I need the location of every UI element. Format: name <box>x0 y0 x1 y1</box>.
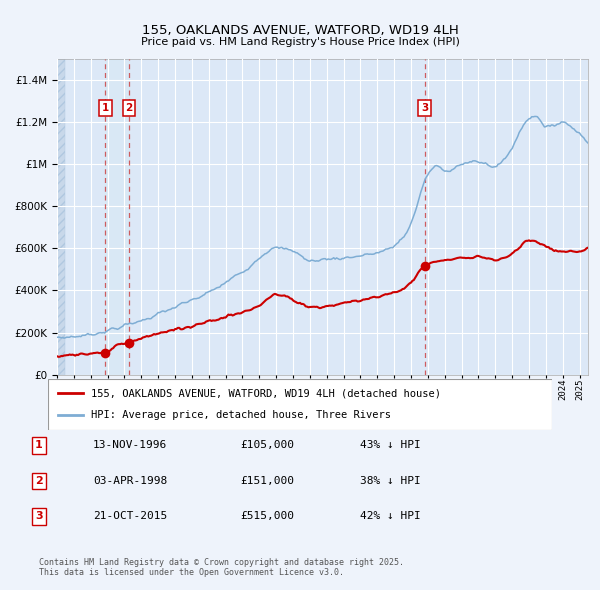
Text: 38% ↓ HPI: 38% ↓ HPI <box>360 476 421 486</box>
Text: 03-APR-1998: 03-APR-1998 <box>93 476 167 486</box>
Text: 13-NOV-1996: 13-NOV-1996 <box>93 441 167 450</box>
Text: 155, OAKLANDS AVENUE, WATFORD, WD19 4LH (detached house): 155, OAKLANDS AVENUE, WATFORD, WD19 4LH … <box>91 388 441 398</box>
Text: 1: 1 <box>102 103 109 113</box>
Text: HPI: Average price, detached house, Three Rivers: HPI: Average price, detached house, Thre… <box>91 411 391 421</box>
Text: 43% ↓ HPI: 43% ↓ HPI <box>360 441 421 450</box>
Text: 1: 1 <box>35 441 43 450</box>
Bar <box>106 59 129 375</box>
Text: 3: 3 <box>421 103 428 113</box>
Text: £515,000: £515,000 <box>240 512 294 521</box>
Text: 42% ↓ HPI: 42% ↓ HPI <box>360 512 421 521</box>
Text: 3: 3 <box>35 512 43 521</box>
Text: Contains HM Land Registry data © Crown copyright and database right 2025.
This d: Contains HM Land Registry data © Crown c… <box>39 558 404 577</box>
Text: 155, OAKLANDS AVENUE, WATFORD, WD19 4LH: 155, OAKLANDS AVENUE, WATFORD, WD19 4LH <box>142 24 458 37</box>
Text: 21-OCT-2015: 21-OCT-2015 <box>93 512 167 521</box>
Bar <box>57 59 65 375</box>
Text: 2: 2 <box>125 103 133 113</box>
Text: £105,000: £105,000 <box>240 441 294 450</box>
Text: Price paid vs. HM Land Registry's House Price Index (HPI): Price paid vs. HM Land Registry's House … <box>140 38 460 47</box>
Text: £151,000: £151,000 <box>240 476 294 486</box>
Text: 2: 2 <box>35 476 43 486</box>
